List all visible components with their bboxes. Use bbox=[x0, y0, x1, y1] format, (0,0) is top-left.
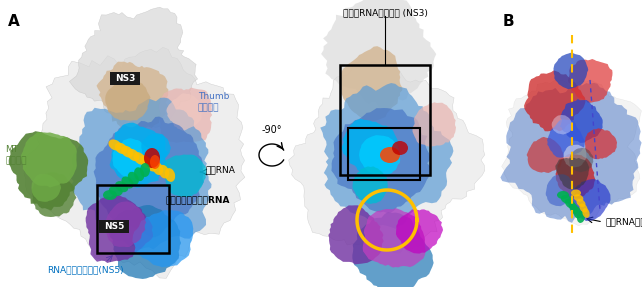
Polygon shape bbox=[328, 205, 384, 264]
Polygon shape bbox=[340, 46, 403, 121]
Ellipse shape bbox=[582, 208, 589, 218]
Polygon shape bbox=[547, 119, 585, 158]
Polygon shape bbox=[24, 47, 245, 278]
Bar bbox=[99, 220, 129, 233]
Text: 一本鎖RNA結合部位 (NS3): 一本鎖RNA結合部位 (NS3) bbox=[343, 8, 428, 17]
Polygon shape bbox=[396, 210, 443, 254]
Text: 鋳型RNAの通り道: 鋳型RNAの通り道 bbox=[605, 218, 642, 226]
Polygon shape bbox=[553, 53, 588, 89]
Polygon shape bbox=[551, 115, 572, 135]
Polygon shape bbox=[321, 0, 437, 109]
Text: B: B bbox=[503, 14, 515, 29]
Text: Thumb
ポケット: Thumb ポケット bbox=[198, 92, 229, 113]
Ellipse shape bbox=[573, 194, 584, 202]
Polygon shape bbox=[352, 166, 388, 204]
Text: MT
ドメイン: MT ドメイン bbox=[5, 145, 26, 165]
Ellipse shape bbox=[134, 167, 144, 181]
Ellipse shape bbox=[573, 207, 582, 218]
Ellipse shape bbox=[557, 191, 569, 199]
Ellipse shape bbox=[108, 139, 121, 151]
Bar bbox=[97, 185, 169, 253]
Polygon shape bbox=[585, 128, 617, 159]
Polygon shape bbox=[112, 138, 153, 178]
Polygon shape bbox=[568, 179, 611, 221]
Polygon shape bbox=[500, 83, 641, 223]
Ellipse shape bbox=[580, 203, 587, 213]
Polygon shape bbox=[166, 93, 202, 131]
Text: A: A bbox=[8, 14, 20, 29]
Polygon shape bbox=[560, 99, 603, 143]
Ellipse shape bbox=[561, 195, 573, 204]
Text: NS3: NS3 bbox=[115, 74, 135, 83]
Polygon shape bbox=[31, 174, 61, 202]
Ellipse shape bbox=[134, 152, 145, 164]
Ellipse shape bbox=[121, 146, 134, 158]
Ellipse shape bbox=[380, 147, 400, 163]
Polygon shape bbox=[526, 137, 564, 173]
Ellipse shape bbox=[165, 168, 175, 182]
Ellipse shape bbox=[103, 190, 117, 200]
Ellipse shape bbox=[115, 143, 128, 154]
Ellipse shape bbox=[121, 177, 134, 189]
Ellipse shape bbox=[140, 163, 150, 177]
Polygon shape bbox=[524, 70, 586, 131]
Bar bbox=[340, 65, 430, 175]
Polygon shape bbox=[94, 117, 204, 238]
Polygon shape bbox=[9, 131, 88, 211]
Text: -90°: -90° bbox=[262, 125, 282, 135]
Ellipse shape bbox=[577, 199, 586, 207]
Polygon shape bbox=[555, 154, 595, 198]
Polygon shape bbox=[69, 7, 198, 129]
Bar bbox=[348, 128, 420, 180]
Polygon shape bbox=[352, 212, 433, 287]
Polygon shape bbox=[85, 195, 153, 263]
Ellipse shape bbox=[577, 211, 585, 223]
Polygon shape bbox=[342, 119, 399, 178]
Ellipse shape bbox=[152, 162, 163, 175]
Polygon shape bbox=[32, 172, 76, 217]
Text: 鋳型RNA: 鋳型RNA bbox=[205, 166, 235, 174]
Polygon shape bbox=[141, 134, 171, 163]
Ellipse shape bbox=[109, 186, 123, 196]
Ellipse shape bbox=[565, 199, 575, 209]
Ellipse shape bbox=[140, 155, 152, 168]
Polygon shape bbox=[320, 83, 453, 229]
Polygon shape bbox=[132, 210, 193, 267]
Ellipse shape bbox=[115, 181, 128, 192]
Ellipse shape bbox=[392, 141, 408, 155]
Ellipse shape bbox=[571, 189, 581, 197]
Polygon shape bbox=[359, 135, 400, 177]
Polygon shape bbox=[105, 201, 146, 247]
Polygon shape bbox=[569, 148, 593, 172]
Text: 新しく合成されたRNA: 新しく合成されたRNA bbox=[165, 195, 229, 205]
Ellipse shape bbox=[128, 172, 139, 185]
Polygon shape bbox=[110, 123, 168, 188]
Ellipse shape bbox=[159, 165, 169, 179]
Ellipse shape bbox=[127, 149, 139, 161]
Polygon shape bbox=[96, 62, 168, 130]
Text: NS5: NS5 bbox=[104, 222, 124, 231]
Ellipse shape bbox=[146, 158, 157, 172]
Polygon shape bbox=[109, 205, 181, 279]
Bar bbox=[110, 72, 140, 85]
Polygon shape bbox=[159, 88, 213, 143]
Polygon shape bbox=[501, 79, 641, 226]
Polygon shape bbox=[363, 208, 426, 267]
Ellipse shape bbox=[144, 148, 160, 168]
Polygon shape bbox=[546, 174, 575, 206]
Text: RNA合成活性部位(NS5): RNA合成活性部位(NS5) bbox=[47, 265, 123, 274]
Ellipse shape bbox=[150, 155, 160, 169]
Polygon shape bbox=[289, 60, 485, 253]
Polygon shape bbox=[413, 102, 456, 147]
Polygon shape bbox=[69, 98, 212, 249]
Polygon shape bbox=[21, 132, 77, 187]
Polygon shape bbox=[564, 145, 587, 167]
Polygon shape bbox=[331, 108, 430, 214]
Polygon shape bbox=[568, 59, 612, 103]
Ellipse shape bbox=[569, 203, 578, 214]
Polygon shape bbox=[162, 154, 207, 197]
Polygon shape bbox=[555, 158, 589, 190]
Polygon shape bbox=[105, 77, 150, 121]
